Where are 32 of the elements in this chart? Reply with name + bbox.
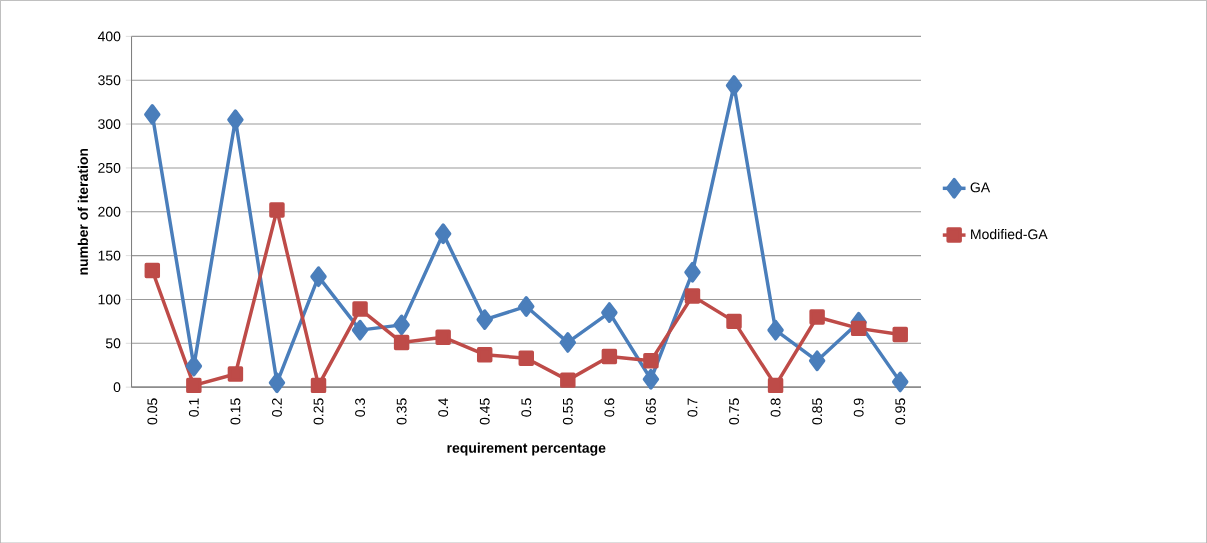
y-tick-label: 100: [98, 294, 121, 305]
y-tick-label: 300: [98, 118, 121, 129]
y-tick-label: 50: [105, 338, 121, 349]
x-tick-label: 0.35: [396, 398, 407, 425]
legend-label: Modified-GA: [971, 228, 1048, 240]
x-tick-label: 0.85: [812, 398, 823, 425]
x-tick-label: 0.95: [895, 398, 906, 425]
x-tick-label: 0.3: [355, 398, 366, 417]
y-tick-label: 400: [97, 31, 121, 42]
x-tick-label: 0.55: [562, 398, 573, 425]
y-tick-label: 150: [98, 250, 121, 261]
y-tick-label: 250: [98, 162, 121, 173]
x-tick-label: 0.1: [188, 398, 199, 417]
y-tick-label: 0: [113, 381, 121, 392]
legend-label: GA: [970, 182, 991, 193]
x-axis-title: requirement percentage: [447, 442, 606, 456]
x-tick-label: 0.45: [479, 398, 490, 425]
x-tick-label: 0.05: [147, 398, 158, 425]
x-tick-label: 0.8: [770, 398, 781, 417]
x-tick-label: 0.2: [272, 398, 282, 417]
y-tick-label: 200: [98, 206, 121, 217]
x-tick-label: 0.7: [687, 398, 698, 417]
x-tick-label: 0.6: [604, 398, 615, 417]
y-tick-label: 350: [98, 75, 121, 85]
x-tick-label: 0.5: [521, 398, 532, 417]
x-tick-label: 0.4: [438, 397, 449, 417]
x-tick-label: 0.15: [230, 398, 241, 425]
x-tick-label: 0.75: [729, 398, 739, 425]
x-tick-label: 0.25: [313, 398, 324, 425]
x-tick-label: 0.9: [853, 398, 864, 417]
y-axis-title: number of iteration: [77, 148, 88, 275]
x-tick-label: 0.65: [645, 398, 656, 425]
